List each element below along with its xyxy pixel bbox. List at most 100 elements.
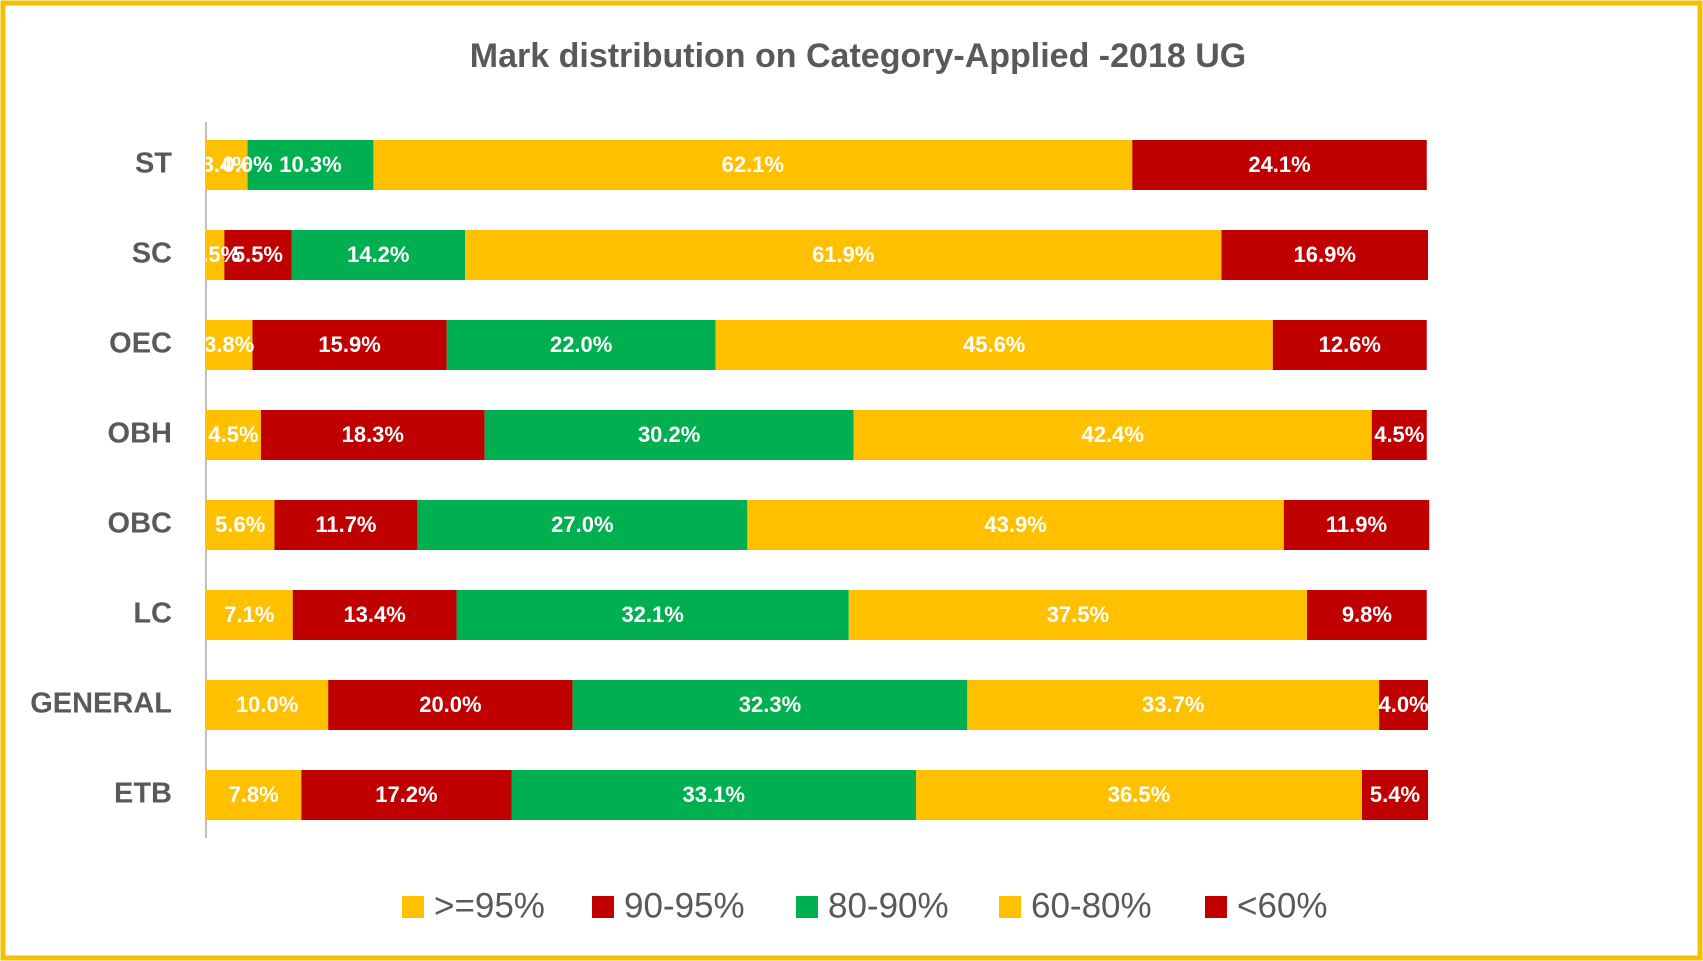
bar-segment	[848, 590, 1308, 640]
data-label: 20.0%	[419, 692, 481, 717]
bar-segment	[247, 140, 374, 190]
y-tick-label: GENERAL	[30, 688, 172, 720]
data-label: 33.1%	[683, 782, 745, 807]
bar-segment	[224, 230, 292, 280]
data-label: 61.9%	[812, 242, 874, 267]
legend-label: 90-95%	[624, 886, 745, 925]
bar-segment	[206, 140, 248, 190]
data-label: 4.0%	[1378, 692, 1428, 717]
y-tick-label: OBC	[108, 508, 173, 540]
bar-segment	[465, 230, 1222, 280]
data-label: 14.2%	[347, 242, 409, 267]
bar-segment	[747, 500, 1284, 550]
legend-label: 80-90%	[828, 886, 949, 925]
data-label: 1.5%	[190, 242, 240, 267]
bar-segment	[1221, 230, 1428, 280]
data-label: 30.2%	[638, 422, 700, 447]
data-label: 45.6%	[963, 332, 1025, 357]
y-tick-label: OBH	[108, 418, 172, 450]
bar-segment	[915, 770, 1363, 820]
legend-swatch	[796, 896, 818, 918]
bar-segment	[260, 410, 485, 460]
data-label: 22.0%	[550, 332, 612, 357]
y-tick-label: LC	[133, 598, 172, 630]
bar-segment	[1362, 770, 1428, 820]
data-label: 3.8%	[204, 332, 254, 357]
label-group: 7.8% 17.2% 33.1% 36.5% 5.4%	[229, 782, 1421, 807]
bar-segment	[292, 590, 457, 640]
legend-label: 60-80%	[1031, 886, 1152, 925]
bar-segment	[715, 320, 1273, 370]
bar-segment	[274, 500, 418, 550]
data-label: 12.6%	[1319, 332, 1381, 357]
data-label: 16.9%	[1294, 242, 1356, 267]
legend-label: >=95%	[434, 886, 545, 925]
data-label: 3.4%	[202, 152, 252, 177]
data-label: 15.9%	[318, 332, 380, 357]
data-label: 10.3%	[279, 152, 341, 177]
y-tick-label: OEC	[109, 328, 172, 360]
bar-segment	[301, 770, 512, 820]
legend-swatch	[1205, 896, 1227, 918]
bar-segment	[206, 770, 302, 820]
data-label: 62.1%	[722, 152, 784, 177]
data-label: 4.5%	[208, 422, 258, 447]
data-label: 43.9%	[984, 512, 1046, 537]
bar-segment	[291, 230, 466, 280]
legend-swatch	[402, 896, 424, 918]
bar-segment	[206, 230, 225, 280]
label-group: 3.4%0.0% 10.3% 62.1% 24.1%	[202, 152, 1311, 177]
data-label: 36.5%	[1108, 782, 1170, 807]
chart-title: Mark distribution on Category-Applied -2…	[470, 37, 1246, 75]
bar-segment	[1272, 320, 1427, 370]
label-group: 1.5%5.5% 14.2% 61.9% 16.9%	[190, 242, 1356, 267]
data-label: 32.1%	[621, 602, 683, 627]
data-label: 33.7%	[1142, 692, 1204, 717]
y-tick-label: ST	[135, 148, 172, 180]
data-label: 5.5%	[233, 242, 283, 267]
data-label: 5.4%	[1370, 782, 1420, 807]
data-label: 11.7%	[315, 512, 376, 537]
legend-swatch	[999, 896, 1021, 918]
bar-segment	[511, 770, 916, 820]
data-label: 5.6%	[215, 512, 265, 537]
data-label: 9.8%	[1342, 602, 1392, 627]
data-label: 24.1%	[1248, 152, 1310, 177]
bar-segment	[206, 590, 293, 640]
data-label: 13.4%	[343, 602, 405, 627]
data-label: 27.0%	[551, 512, 613, 537]
bar-segment	[206, 320, 253, 370]
bar-segment	[1307, 590, 1427, 640]
bar-segment	[572, 680, 968, 730]
bar-segment	[1371, 410, 1427, 460]
label-group: 10.0% 20.0% 32.3% 33.7% 4.0%	[236, 692, 1429, 717]
data-label: 18.3%	[342, 422, 404, 447]
bar-segment	[484, 410, 854, 460]
label-group: 7.1% 13.4% 32.1% 37.5% 9.8%	[224, 602, 1392, 627]
y-tick-label: ETB	[114, 778, 172, 810]
data-label: 4.5%	[1374, 422, 1424, 447]
label-group: 5.6% 11.7% 27.0% 43.9% 11.9%	[215, 512, 1387, 537]
bar-segment	[446, 320, 716, 370]
bar-segment	[206, 410, 261, 460]
data-label: 7.8%	[229, 782, 279, 807]
bar-segment	[967, 680, 1380, 730]
label-group: 4.5% 18.3% 30.2% 42.4% 4.5%	[208, 422, 1424, 447]
data-label: 17.2%	[375, 782, 437, 807]
bar-segment	[853, 410, 1372, 460]
bar-segment	[417, 500, 748, 550]
bar-segment	[373, 140, 1133, 190]
y-tick-label: SC	[132, 238, 172, 270]
legend-swatch	[592, 896, 614, 918]
legend-label: <60%	[1237, 886, 1328, 925]
data-label: 11.9%	[1326, 512, 1387, 537]
bar-segment	[206, 500, 275, 550]
bar-segment	[1283, 500, 1430, 550]
bar-segment	[252, 320, 447, 370]
bar-segment	[206, 680, 329, 730]
data-label: 37.5%	[1047, 602, 1109, 627]
bar-segment	[456, 590, 849, 640]
bar-segment	[1132, 140, 1427, 190]
bar-segment	[1379, 680, 1428, 730]
